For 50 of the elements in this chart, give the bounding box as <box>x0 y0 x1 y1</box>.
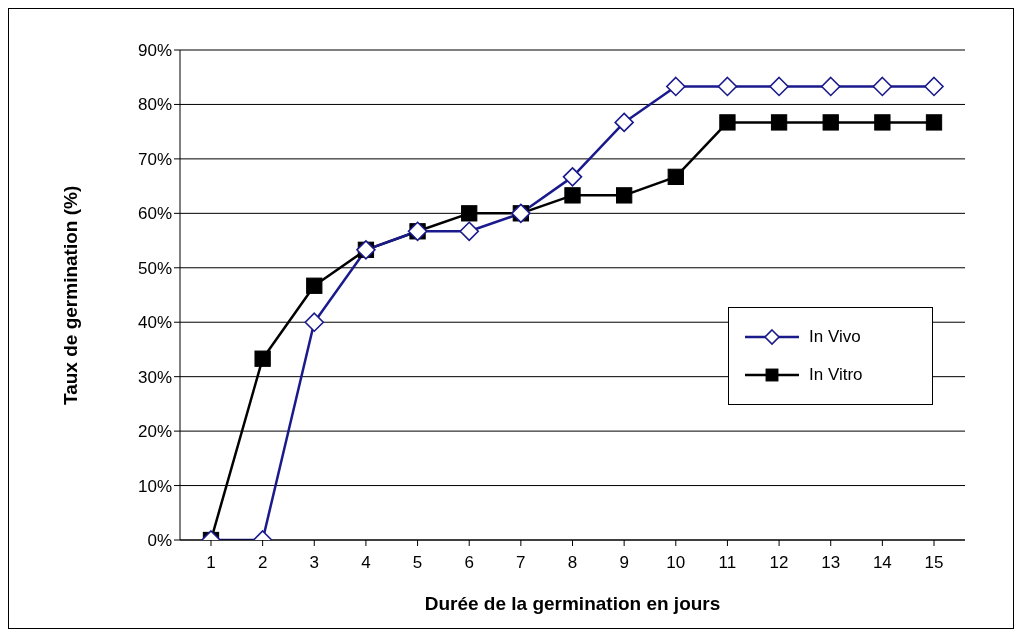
x-tick-label: 4 <box>361 553 371 573</box>
point <box>306 277 323 294</box>
x-tick-label: 2 <box>257 553 268 573</box>
y-tick-label: 10% <box>137 476 172 496</box>
y-tick-label: 30% <box>137 367 172 387</box>
point <box>304 312 325 333</box>
point <box>872 76 893 97</box>
x-tick-label: 13 <box>821 553 841 573</box>
point <box>665 76 686 97</box>
x-tick-label: 1 <box>206 553 216 573</box>
x-tick-label: 8 <box>567 553 578 573</box>
x-tick-label: 14 <box>872 553 892 573</box>
legend-label: In Vitro <box>809 365 863 385</box>
y-tick-label: 70% <box>137 149 172 169</box>
point <box>924 76 944 97</box>
y-tick-label: 60% <box>137 204 172 224</box>
x-tick-label: 7 <box>516 553 526 573</box>
x-tick-label: 3 <box>309 553 320 573</box>
y-tick-label: 40% <box>137 313 172 333</box>
x-tick-label: 11 <box>718 553 737 573</box>
point <box>717 76 738 97</box>
legend-label: In Vivo <box>809 327 861 347</box>
point <box>820 76 841 97</box>
y-axis-title: Taux de germination (%) <box>59 185 81 405</box>
point <box>459 221 480 242</box>
point <box>564 187 581 204</box>
point <box>562 167 583 187</box>
x-tick-label: 15 <box>924 553 944 573</box>
point <box>822 114 839 131</box>
point <box>461 205 478 222</box>
x-tick-label: 5 <box>412 553 423 573</box>
point <box>874 114 891 131</box>
point <box>254 350 271 367</box>
y-tick-label: 90% <box>137 41 172 61</box>
point <box>719 114 736 131</box>
x-tick-label: 10 <box>666 553 686 573</box>
y-tick-label: 0% <box>147 531 172 551</box>
point <box>769 76 789 97</box>
point <box>770 114 788 131</box>
point <box>925 114 943 131</box>
y-tick-label: 50% <box>137 258 172 278</box>
x-tick-label: 6 <box>464 553 474 573</box>
y-tick-label: 80% <box>137 95 172 115</box>
x-tick-label: 9 <box>619 553 629 573</box>
x-tick-label: 12 <box>769 553 789 573</box>
x-axis-title: Durée de la germination en jours <box>424 593 721 614</box>
point <box>616 187 633 204</box>
point <box>667 168 684 186</box>
point <box>614 112 634 133</box>
y-tick-label: 20% <box>137 422 172 442</box>
